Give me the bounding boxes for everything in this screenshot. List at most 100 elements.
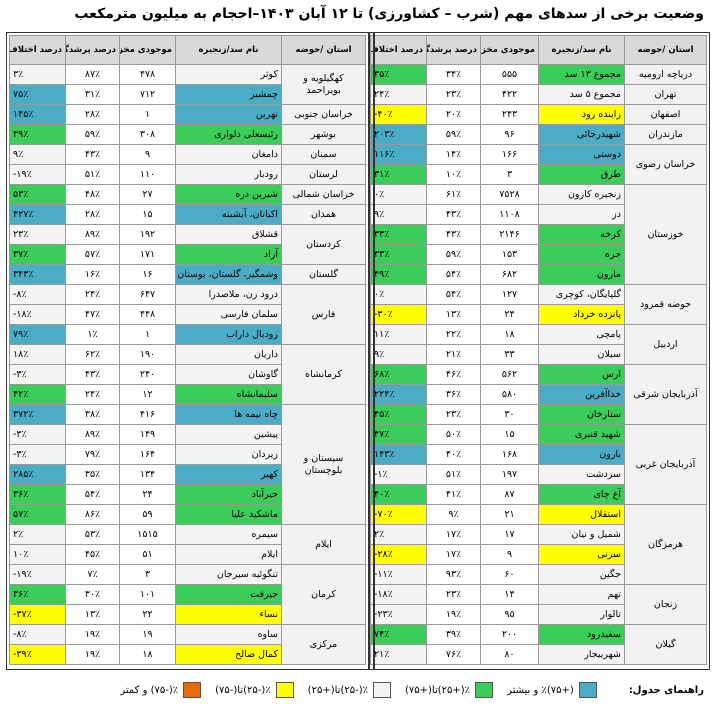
change-percent: ۵۷٪ — [9, 504, 66, 525]
change-percent: -۳٪ — [9, 364, 66, 385]
legend-item: (+۷۵)٪ و بیشتر — [507, 682, 597, 698]
reservoir-volume: ۱۸ — [480, 324, 539, 345]
header-cell: درصد اختلاف با سال قبل — [9, 35, 66, 65]
province-cell: ایلام — [281, 524, 366, 565]
change-percent: -۸٪ — [9, 624, 66, 645]
fill-percent: ۶۱٪ — [426, 184, 481, 205]
dam-name: سرنی — [538, 544, 625, 565]
province-cell: سمنان — [281, 144, 366, 165]
province-cell: لرستان — [281, 164, 366, 185]
dam-name: گلپایگان، کوچری — [538, 284, 625, 305]
change-percent: ۱۴۳٪ — [370, 444, 427, 465]
legend-label: ٪(-۲۵)تا(-۷۵) — [215, 684, 271, 696]
change-percent: ۱۱٪ — [370, 324, 427, 345]
reservoir-volume: ۱۶ — [119, 264, 176, 285]
province-cell: همدان — [281, 204, 366, 225]
province-cell: هرمزگان — [624, 504, 707, 585]
dam-name: ستارخان — [538, 404, 625, 425]
dam-row: شهربیجار ۸۰ ۷۶٪ ۲۱٪ — [370, 644, 707, 665]
fill-percent: ۸۹٪ — [65, 424, 120, 445]
reservoir-volume: ۴۷۸ — [119, 64, 176, 85]
legend-swatch — [183, 682, 202, 698]
change-percent: ۵۳٪ — [9, 184, 66, 205]
dam-row: خراسان رضوی دوستی ۱۶۶ ۱۴٪ ۱۱۶٪ — [370, 144, 707, 185]
dam-row: خراسان شمالی شیرین دره ۲۷ ۴۸٪ ۵۳٪ — [9, 184, 366, 205]
dam-row: آزاد ۱۷۱ ۵۷٪ ۳۷٪ — [9, 244, 366, 265]
header-cell: موجودی مخزن — [119, 35, 176, 65]
province-cell: اردبیل — [624, 324, 707, 365]
fill-percent: ۵۰٪ — [426, 424, 481, 445]
dam-name: جیرفت — [175, 584, 282, 605]
dam-row: سیستان و بلوچستان چاه نیمه ها ۴۱۶ ۳۸٪ ۳۷۲٪ — [9, 404, 366, 525]
province-cell: سیستان و بلوچستان — [281, 404, 366, 525]
fill-percent: ۴۷٪ — [65, 304, 120, 325]
header-cell: درصد اختلاف با سال قبل — [370, 35, 427, 65]
dam-row: سبلان ۳۳ ۲۱٪ ۹٪ — [370, 344, 707, 365]
dam-name: مجموع ۱۳ سد — [538, 64, 625, 85]
dam-name: یامچی — [538, 324, 625, 345]
change-percent: ۱۸٪ — [9, 344, 66, 365]
reservoir-volume: ۱۹۷ — [480, 464, 539, 485]
fill-percent: ۴۳٪ — [65, 144, 120, 165]
change-percent: ۲۲۴٪ — [370, 384, 427, 405]
fill-percent: ۲۳٪ — [426, 404, 481, 425]
fill-percent: ۵۴٪ — [426, 284, 481, 305]
fill-percent: ۲۰٪ — [426, 104, 481, 125]
reservoir-volume: ۵۸۰ — [480, 384, 539, 405]
fill-percent: ۵۳٪ — [65, 524, 120, 545]
reservoir-volume: ۵۱ — [119, 544, 176, 565]
dam-name: شیرین دره — [175, 184, 282, 205]
header-cell: استان /حوضه — [281, 35, 366, 65]
change-percent: -۱۱٪ — [370, 564, 427, 585]
change-percent: -۱۹٪ — [9, 564, 66, 585]
dam-name: شمیل و نیان — [538, 524, 625, 545]
dam-name: خیرآباد — [175, 484, 282, 505]
dam-name: نهرین — [175, 104, 282, 125]
fill-percent: ۱٪ — [65, 324, 120, 345]
reservoir-volume: ۱۴ — [480, 584, 539, 605]
dam-name: رئیسعلی دلواری — [175, 124, 282, 145]
dam-name: تالوار — [538, 604, 625, 625]
fill-percent: ۸۷٪ — [65, 64, 120, 85]
dam-row: ستارخان ۳۰ ۲۳٪ ۴۵٪ — [370, 404, 707, 425]
legend-item: ٪(-۲۵)تا(-۷۵) — [215, 682, 294, 698]
dam-name: ارس — [538, 364, 625, 385]
reservoir-volume: ۱۲۷ — [480, 284, 539, 305]
legend-label: ٪(+۲۵)تا(+۷۵) — [404, 684, 471, 696]
reservoir-volume: ۳۰ — [480, 404, 539, 425]
reservoir-volume: ۲۴ — [480, 304, 539, 325]
dam-name: وشمگیر، گلستان، بوستان — [175, 264, 282, 285]
dam-name: طرق — [538, 164, 625, 185]
reservoir-volume: ۲۴ — [119, 484, 176, 505]
change-percent: ۷۴٪ — [370, 624, 427, 645]
change-percent: -۲۳٪ — [370, 604, 427, 625]
fill-percent: ۶۲٪ — [65, 344, 120, 365]
dam-name: زنجیره کارون — [538, 184, 625, 205]
dam-row: جره ۱۵۳ ۵۹٪ ۳۳٪ — [370, 244, 707, 265]
dam-name: زیردان — [175, 444, 282, 465]
dam-row: شمیل و نیان ۱۷ ۱۷٪ ۲٪ — [370, 524, 707, 545]
fill-percent: ۳۴٪ — [426, 64, 481, 85]
reservoir-volume: ۶۸۲ — [480, 264, 539, 285]
reservoir-volume: ۱ — [119, 104, 176, 125]
province-cell: آذربایجان شرقی — [624, 364, 707, 425]
change-percent: ۲۱٪ — [370, 644, 427, 665]
dam-name: سردشت — [538, 464, 625, 485]
dam-row: مازندران شهیدرجائی ۹۶ ۵۹٪ ۲۰۳٪ — [370, 124, 707, 145]
fill-percent: ۲۴٪ — [65, 284, 120, 305]
province-cell: آذربایجان غربی — [624, 424, 707, 505]
dam-row: کردستان قشلاق ۱۹۲ ۸۹٪ ۲۳٪ — [9, 224, 366, 265]
fill-percent: ۳۱٪ — [65, 84, 120, 105]
fill-percent: ۵۹٪ — [426, 124, 481, 145]
change-percent: ۷۵٪ — [9, 84, 66, 105]
reservoir-volume: ۳۳ — [480, 344, 539, 365]
dam-row: نساء ۲۲ ۱۳٪ -۳۷٪ — [9, 604, 366, 625]
reservoir-volume: ۱۵۳ — [480, 244, 539, 265]
reservoir-volume: ۱۸ — [119, 644, 176, 665]
fill-percent: ۵۹٪ — [65, 124, 120, 145]
dam-row: دریاچه ارومیه مجموع ۱۳ سد ۵۵۵ ۳۴٪ ۳۵٪ — [370, 64, 707, 85]
dam-row: جگین ۶۰ ۹۳٪ -۱۱٪ — [370, 564, 707, 585]
fill-percent: ۷٪ — [65, 564, 120, 585]
